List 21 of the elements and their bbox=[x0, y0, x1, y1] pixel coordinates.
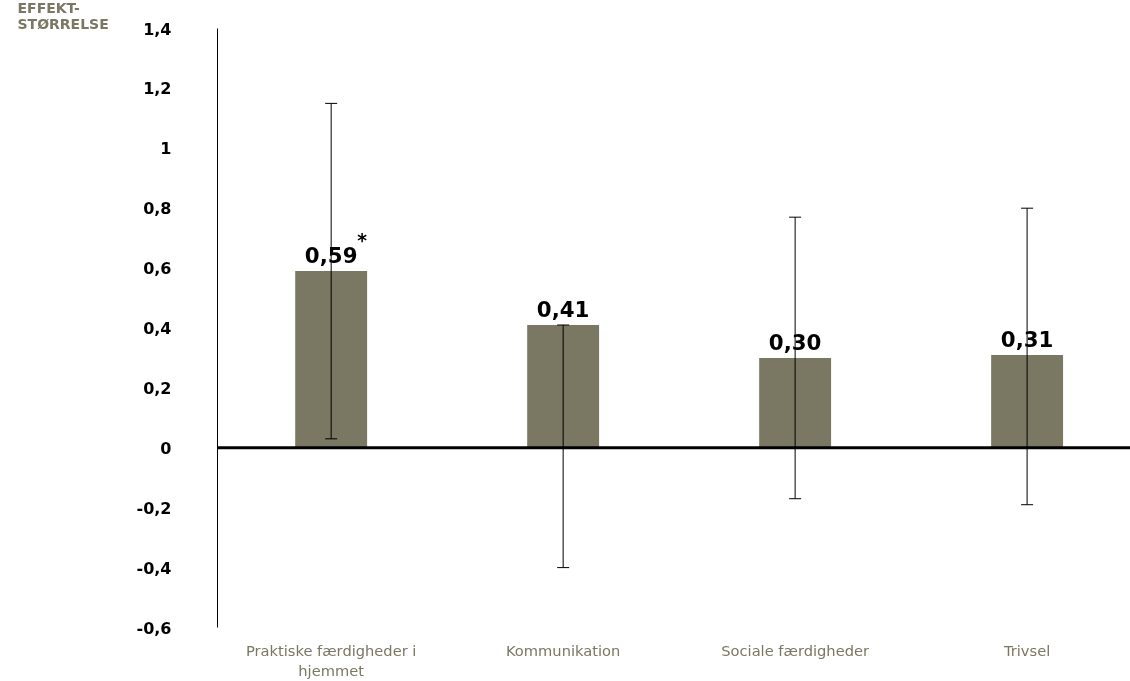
bar bbox=[991, 354, 1064, 448]
y-tick-label: 1 bbox=[160, 139, 172, 159]
bar bbox=[527, 325, 600, 448]
y-tick-label: -0,6 bbox=[136, 618, 172, 638]
y-tick-label: -0,4 bbox=[136, 558, 172, 578]
x-tick-label: Kommunikation bbox=[505, 641, 621, 659]
x-tick-label: Praktiske færdigheder i hjemmet bbox=[245, 641, 417, 679]
bar bbox=[759, 357, 832, 448]
x-tick-label: Sociale færdigheder bbox=[721, 641, 870, 659]
y-axis-title: EFFEKT- STØRRELSE bbox=[17, 0, 109, 32]
y-tick-label: 1,2 bbox=[143, 79, 172, 99]
y-tick-label: 0 bbox=[160, 438, 172, 458]
y-tick-label: 0,2 bbox=[143, 378, 172, 398]
y-tick-label: 0,6 bbox=[143, 259, 172, 279]
data-label: 0,41 bbox=[536, 297, 590, 323]
x-tick-label: Trivsel bbox=[1002, 641, 1051, 659]
y-tick-label: 0,4 bbox=[143, 319, 172, 338]
y-tick-label: -0,2 bbox=[136, 498, 172, 518]
bar bbox=[295, 271, 368, 448]
y-tick-label: 1,4 bbox=[143, 19, 172, 39]
y-tick-label: 0,8 bbox=[143, 199, 172, 219]
